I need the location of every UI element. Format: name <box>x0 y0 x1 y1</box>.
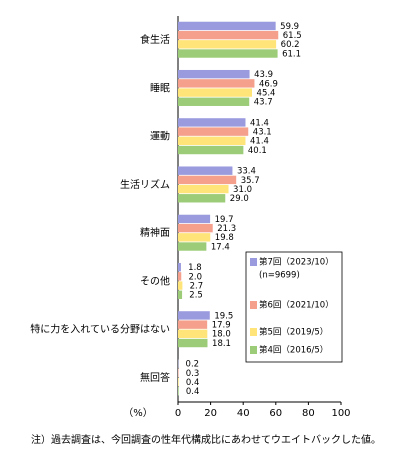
value-label: 45.4 <box>257 88 276 98</box>
bar <box>178 233 211 242</box>
legend-label: 第7回（2023/10） <box>259 257 334 268</box>
bar <box>178 79 255 88</box>
bar <box>178 223 213 233</box>
bar <box>178 214 211 224</box>
category-label: 生活リズム <box>120 178 170 191</box>
bar <box>178 311 210 320</box>
legend-label: 第5回（2019/5） <box>259 327 328 338</box>
value-label: 41.4 <box>250 118 269 128</box>
value-label: 0.3 <box>186 369 200 379</box>
bar <box>178 97 250 106</box>
legend-box <box>245 251 343 363</box>
bar <box>178 88 253 97</box>
bar <box>178 338 208 348</box>
bar <box>178 290 183 299</box>
value-label: 0.2 <box>186 360 200 370</box>
x-tick-label: 0 <box>175 408 181 419</box>
footnote: 注）過去調査は、今回調査の性年代構成比にあわせてウエイトバックした値。 <box>31 433 381 446</box>
value-label: 60.2 <box>281 40 300 50</box>
bar <box>178 242 207 251</box>
value-label: 18.0 <box>212 330 231 340</box>
value-label: 61.1 <box>282 49 301 59</box>
value-label: 19.5 <box>214 311 233 321</box>
category-label: 睡眠 <box>150 81 170 94</box>
value-label: 31.0 <box>233 185 252 195</box>
value-label: 19.8 <box>215 233 234 243</box>
value-label: 2.0 <box>188 272 202 282</box>
bar <box>178 184 229 194</box>
legend-swatch <box>250 346 257 354</box>
value-label: 1.8 <box>188 263 202 273</box>
value-label: 35.7 <box>241 176 260 186</box>
bar <box>178 118 246 127</box>
legend-note: (n=9699) <box>259 271 300 281</box>
value-label: 29.0 <box>230 194 249 204</box>
bar <box>178 136 246 146</box>
bar <box>178 40 277 49</box>
value-label: 43.7 <box>254 98 273 108</box>
category-label: その他 <box>140 274 170 287</box>
bar <box>178 329 208 339</box>
value-label: 46.9 <box>259 79 278 89</box>
value-label: 40.1 <box>248 146 267 156</box>
category-label: 精神面 <box>140 226 170 239</box>
value-label: 19.7 <box>215 215 234 225</box>
legend-label: 第6回（2021/10） <box>259 300 334 311</box>
bar <box>178 262 181 272</box>
x-axis-label: （%） <box>123 407 153 419</box>
x-tick-label: 60 <box>269 408 282 419</box>
bar <box>178 175 237 185</box>
bar <box>178 127 249 136</box>
bar <box>178 30 279 40</box>
category-label: 無回答 <box>140 371 170 384</box>
value-label: 41.4 <box>250 137 269 147</box>
bar <box>178 166 233 175</box>
value-label: 59.9 <box>280 22 299 32</box>
legend-swatch <box>250 301 257 309</box>
bar <box>178 69 250 79</box>
value-label: 43.1 <box>253 128 272 138</box>
x-tick-label: 100 <box>331 408 350 419</box>
bar <box>178 281 183 290</box>
value-label: 0.4 <box>186 387 200 397</box>
value-label: 33.4 <box>237 167 256 177</box>
bar <box>178 387 179 396</box>
bar <box>178 21 276 31</box>
bar <box>178 194 226 203</box>
value-label: 61.5 <box>283 31 302 41</box>
bar <box>178 49 278 58</box>
bar <box>178 320 208 329</box>
x-tick-label: 80 <box>302 408 315 419</box>
value-label: 17.9 <box>212 321 231 331</box>
value-label: 21.3 <box>217 224 236 234</box>
value-label: 2.5 <box>189 291 203 301</box>
legend-label: 第4回（2016/5） <box>259 345 328 356</box>
category-label: 特に力を入れている分野はない <box>30 323 170 336</box>
value-label: 0.4 <box>186 378 200 388</box>
category-label: 食生活 <box>140 33 170 46</box>
value-label: 2.7 <box>190 281 204 291</box>
value-label: 17.4 <box>211 242 230 252</box>
x-tick-label: 20 <box>204 408 217 419</box>
bar <box>178 272 182 281</box>
bar <box>178 145 244 155</box>
legend-swatch <box>250 328 257 336</box>
x-tick-label: 40 <box>237 408 250 419</box>
value-label: 18.1 <box>212 339 231 349</box>
value-label: 43.9 <box>254 70 273 80</box>
legend-swatch <box>250 258 257 266</box>
category-label: 運動 <box>150 130 170 143</box>
bar <box>178 377 179 387</box>
